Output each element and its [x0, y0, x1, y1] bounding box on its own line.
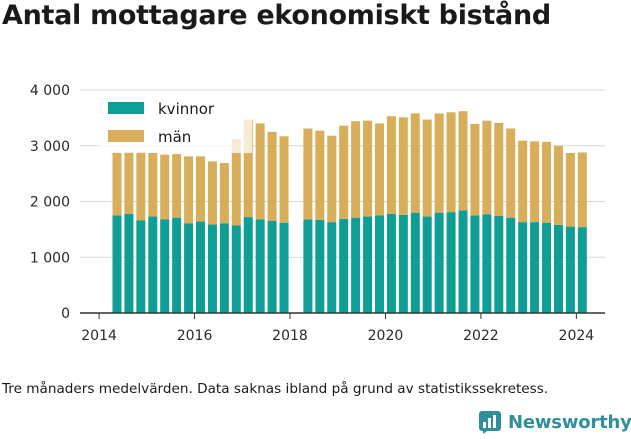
bar-kvinnor — [374, 215, 384, 313]
bar-kvinnor — [184, 223, 194, 313]
bar-man — [160, 154, 170, 220]
bar-man — [458, 111, 468, 211]
bar-man — [172, 154, 182, 218]
bar-man — [577, 152, 587, 228]
bar-man — [303, 128, 313, 220]
bar-kvinnor — [148, 216, 158, 313]
bar-kvinnor — [458, 210, 468, 313]
bar-man — [434, 113, 444, 213]
bar-kvinnor — [410, 212, 420, 313]
bar-man — [184, 156, 194, 224]
bar-kvinnor — [231, 225, 241, 313]
newsworthy-brand[interactable]: Newsworthy — [478, 410, 631, 434]
bar-kvinnor — [339, 218, 349, 313]
bar-kvinnor — [315, 219, 325, 313]
bar-man — [506, 128, 516, 218]
bar-kvinnor — [267, 221, 277, 313]
bar-kvinnor — [518, 222, 528, 313]
bar-kvinnor — [482, 214, 492, 313]
x-tick-label: 2018 — [272, 328, 308, 344]
bar-kvinnor — [553, 224, 563, 313]
y-tick-label: 3 000 — [30, 139, 70, 155]
bar-kvinnor — [494, 215, 504, 313]
bar-man — [482, 120, 492, 215]
bar-kvinnor — [530, 222, 540, 313]
bar-kvinnor — [112, 215, 122, 313]
bar-man — [136, 151, 146, 221]
legend-swatch-kvinnor — [108, 102, 144, 114]
legend-label-kvinnor: kvinnor — [158, 100, 215, 118]
bar-man — [243, 119, 253, 218]
bar-man — [565, 152, 575, 227]
bar-man — [422, 119, 432, 217]
x-tick-label: 2016 — [177, 328, 213, 344]
bar-man — [315, 130, 325, 220]
x-tick-label: 2022 — [463, 328, 499, 344]
bar-man — [124, 151, 134, 214]
bar-man — [231, 139, 241, 226]
bar-man — [446, 112, 456, 213]
bar-kvinnor — [565, 226, 575, 313]
legend-swatch-man — [108, 130, 144, 142]
bar-kvinnor — [160, 219, 170, 313]
chart-caption: Tre månaders medelvärden. Data saknas ib… — [2, 381, 549, 397]
bar-kvinnor — [207, 224, 217, 313]
bar-man — [148, 152, 158, 217]
bar-man — [386, 116, 396, 214]
bar-man — [374, 123, 384, 216]
bar-man — [219, 163, 229, 224]
bar-man — [363, 120, 373, 217]
bar-man — [255, 123, 265, 220]
bar-kvinnor — [577, 227, 587, 313]
bar-kvinnor — [219, 223, 229, 313]
bar-man — [112, 152, 122, 216]
bar-kvinnor — [398, 214, 408, 313]
y-tick-label: 0 — [61, 306, 70, 322]
bar-kvinnor — [446, 212, 456, 313]
bar-man — [494, 122, 504, 216]
bar-man — [553, 145, 563, 225]
bar-man — [267, 131, 277, 222]
newsworthy-logo-icon — [479, 411, 501, 434]
bar-kvinnor — [351, 217, 361, 313]
bar-man — [398, 117, 408, 215]
bar-chart: 0 1 000 2 000 3 000 4 000 2014 2016 2018 2020 202… — [30, 83, 605, 344]
y-tick-label: 1 000 — [30, 250, 70, 266]
bar-kvinnor — [434, 212, 444, 313]
y-tick-label: 2 000 — [30, 195, 70, 211]
bar-kvinnor — [303, 219, 313, 313]
x-tick-label: 2024 — [559, 328, 595, 344]
bar-kvinnor — [172, 217, 182, 313]
bar-man — [207, 161, 217, 225]
bar-kvinnor — [196, 221, 206, 313]
bar-kvinnor — [363, 216, 373, 313]
chart-title: Antal mottagare ekonomiskt bistånd — [2, 0, 551, 31]
bar-kvinnor — [124, 213, 134, 313]
y-tick-label: 4 000 — [30, 83, 70, 99]
bar-kvinnor — [279, 222, 289, 313]
x-tick-label: 2020 — [368, 328, 404, 344]
bar-kvinnor — [386, 213, 396, 313]
bar-man — [518, 140, 528, 223]
bar-man — [327, 135, 337, 223]
bar-kvinnor — [506, 217, 516, 313]
bar-kvinnor — [243, 217, 253, 313]
x-tick-label: 2014 — [81, 328, 117, 344]
bar-kvinnor — [542, 222, 552, 313]
bar-kvinnor — [255, 219, 265, 313]
brand-name: Newsworthy — [508, 411, 631, 433]
bar-man — [410, 113, 420, 213]
bar-kvinnor — [327, 222, 337, 313]
bar-kvinnor — [136, 220, 146, 313]
bar-kvinnor — [470, 215, 480, 313]
bar-man — [339, 125, 349, 219]
bar-man — [542, 141, 552, 223]
bar-man — [530, 141, 540, 223]
bar-man — [279, 136, 289, 223]
bar-kvinnor — [422, 216, 432, 313]
bar-man — [196, 156, 206, 222]
bar-man — [351, 121, 361, 218]
legend-label-man: män — [158, 128, 191, 146]
bar-man — [470, 124, 480, 216]
